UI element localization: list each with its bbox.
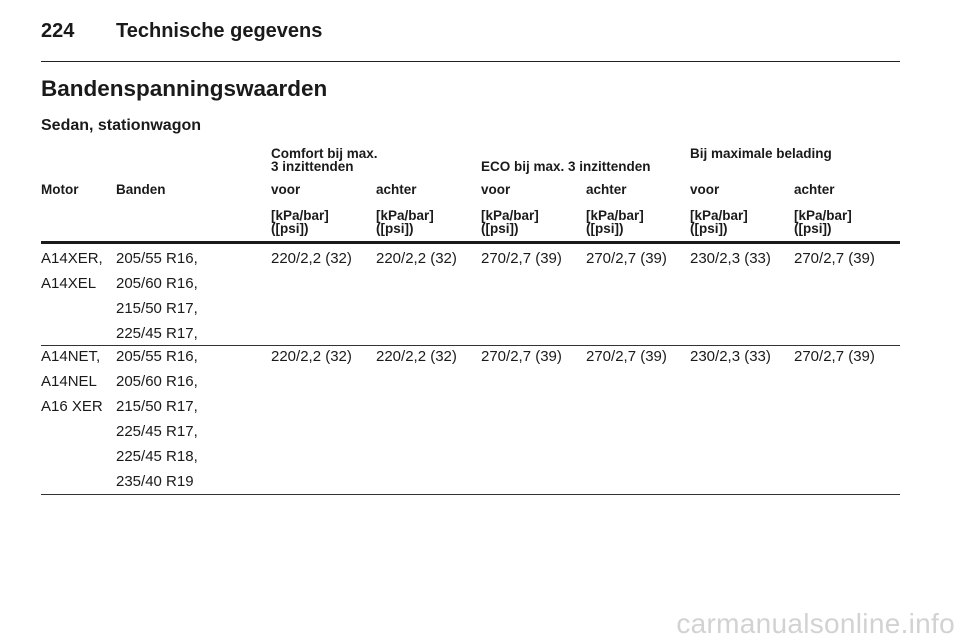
column-header-eco-rear: achter [586, 182, 627, 197]
row-1-max-front: 230/2,3 (33) [690, 250, 771, 267]
row-1-comfort-rear: 220/2,2 (32) [376, 250, 457, 267]
unit-label: [kPa/bar] ([psi]) [481, 208, 539, 236]
unit-label: [kPa/bar] ([psi]) [271, 208, 329, 236]
row-2-tyres: 205/55 R16, 205/60 R16, 215/50 R17, 225/… [116, 348, 198, 490]
row-1-eco-rear: 270/2,7 (39) [586, 250, 667, 267]
unit-label: [kPa/bar] ([psi]) [376, 208, 434, 236]
page-section-title: Technische gegevens [116, 20, 323, 42]
row-2-max-rear: 270/2,7 (39) [794, 348, 875, 365]
main-title: Bandenspanningswaarden [41, 76, 328, 101]
page-number: 224 [41, 20, 75, 42]
row-2-eco-front: 270/2,7 (39) [481, 348, 562, 365]
row-1-motor: A14XER, A14XEL [41, 250, 103, 292]
header-divider [41, 61, 900, 62]
row-2-motor: A14NET, A14NEL A16 XER [41, 348, 103, 415]
column-header-tyres: Banden [116, 182, 166, 197]
group-header-max-load: Bij maximale belading [690, 146, 832, 161]
watermark: carmanualsonline.info [676, 608, 955, 639]
group-header-eco: ECO bij max. 3 inzittenden [481, 159, 651, 174]
column-header-max-rear: achter [794, 182, 835, 197]
unit-label: [kPa/bar] ([psi]) [794, 208, 852, 236]
group-header-comfort-line2: 3 inzittenden [271, 159, 354, 174]
table-header-divider [41, 241, 900, 244]
unit-label: [kPa/bar] ([psi]) [690, 208, 748, 236]
row-1-comfort-front: 220/2,2 (32) [271, 250, 352, 267]
row-1-max-rear: 270/2,7 (39) [794, 250, 875, 267]
column-header-max-front: voor [690, 182, 720, 197]
unit-label: [kPa/bar] ([psi]) [586, 208, 644, 236]
row-2-comfort-front: 220/2,2 (32) [271, 348, 352, 365]
row-1-tyres: 205/55 R16, 205/60 R16, 215/50 R17, 225/… [116, 250, 198, 342]
group-header-comfort-line1: Comfort bij max. [271, 146, 378, 161]
column-header-motor: Motor [41, 182, 79, 197]
sub-title: Sedan, stationwagon [41, 117, 202, 134]
row-1-eco-front: 270/2,7 (39) [481, 250, 562, 267]
row-2-max-front: 230/2,3 (33) [690, 348, 771, 365]
row-divider [41, 345, 900, 346]
row-2-comfort-rear: 220/2,2 (32) [376, 348, 457, 365]
column-header-eco-front: voor [481, 182, 511, 197]
table-bottom-rule [41, 494, 900, 495]
row-2-eco-rear: 270/2,7 (39) [586, 348, 667, 365]
group-header-comfort: Comfort bij max. 3 inzittenden [271, 146, 378, 174]
column-header-comfort-front: voor [271, 182, 301, 197]
column-header-comfort-rear: achter [376, 182, 417, 197]
